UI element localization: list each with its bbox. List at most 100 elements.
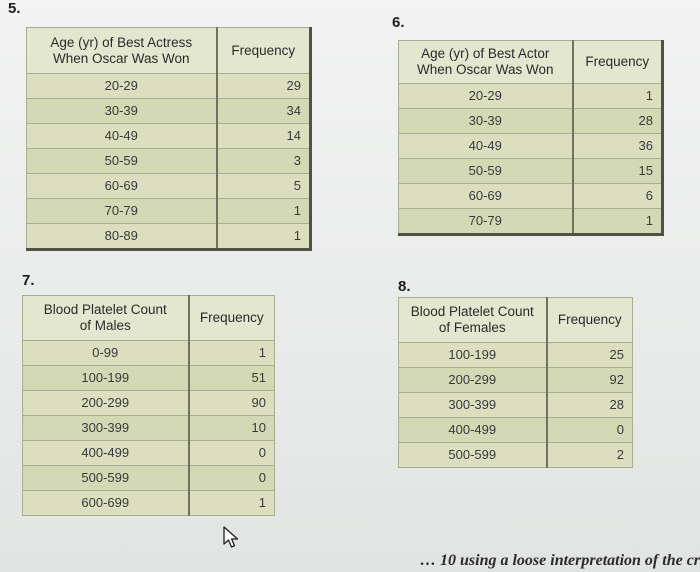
table-row: 60-69 6 [398,183,663,209]
class-range: 40-49 [26,123,218,149]
frequency-value: 36 [572,133,663,159]
header-line-2: When Oscar Was Won [52,50,190,66]
class-range: 30-39 [398,108,574,134]
table-row: 80-89 1 [26,223,311,250]
table-row: 200-299 90 [22,390,275,416]
table-row: 200-299 92 [398,367,633,393]
class-range: 100-199 [398,342,548,368]
header-class-label: Blood Platelet Count of Males [22,295,190,341]
frequency-value: 10 [188,415,275,441]
header-frequency-label: Frequency [188,295,275,341]
problem-8-number: 8. [398,278,411,295]
problem-8-table: Blood Platelet Count of Females Frequenc… [398,297,633,468]
class-range: 50-59 [26,148,218,174]
frequency-value: 1 [188,340,275,366]
header-frequency-label: Frequency [572,40,663,84]
class-range: 60-69 [398,183,574,209]
table-row: 30-39 34 [26,98,311,124]
frequency-value: 28 [572,108,663,134]
header-line-1: Age (yr) of Best Actress [50,34,193,50]
table-row: 70-79 1 [398,208,663,235]
table-row: 50-59 15 [398,158,663,184]
table-row: 500-599 0 [22,465,275,491]
frequency-value: 25 [546,342,633,368]
header-line-1: Age (yr) of Best Actor [421,46,550,61]
frequency-value: 14 [216,123,311,149]
problem-5-number: 5. [8,0,21,17]
problem-6-table: Age (yr) of Best Actor When Oscar Was Wo… [398,40,664,236]
table-row: 70-79 1 [26,198,311,224]
header-line-2: of Females [438,320,506,335]
table-header-row: Age (yr) of Best Actor When Oscar Was Wo… [398,40,663,84]
class-range: 50-59 [398,158,574,184]
table-row: 30-39 28 [398,108,663,134]
table-row: 40-49 36 [398,133,663,159]
frequency-value: 2 [546,442,633,468]
class-range: 400-499 [398,417,548,443]
frequency-value: 90 [188,390,275,416]
header-line-2: of Males [79,318,131,333]
class-range: 100-199 [22,365,190,391]
table-row: 0-99 1 [22,340,275,366]
problem-5-table: Age (yr) of Best Actress When Oscar Was … [26,27,312,251]
table-row: 300-399 28 [398,392,633,418]
class-range: 400-499 [22,440,190,466]
class-range: 70-79 [398,208,574,235]
table-row: 50-59 3 [26,148,311,174]
table-row: 400-499 0 [398,417,633,443]
frequency-value: 28 [546,392,633,418]
footer-text: … 10 using a loose interpretation of the… [420,552,700,569]
table-row: 40-49 14 [26,123,311,149]
frequency-value: 1 [572,208,663,235]
class-range: 200-299 [398,367,548,393]
class-range: 20-29 [398,83,574,109]
frequency-value: 1 [216,198,311,224]
class-range: 500-599 [22,465,190,491]
table-row: 500-599 2 [398,442,633,468]
class-range: 300-399 [22,415,190,441]
header-class-label: Age (yr) of Best Actress When Oscar Was … [26,27,218,74]
header-frequency-label: Frequency [546,297,633,343]
table-row: 100-199 51 [22,365,275,391]
frequency-value: 34 [216,98,311,124]
table-header-row: Blood Platelet Count of Males Frequency [22,295,275,341]
table-row: 400-499 0 [22,440,275,466]
frequency-value: 1 [572,83,663,109]
header-class-label: Blood Platelet Count of Females [398,297,548,343]
table-row: 300-399 10 [22,415,275,441]
table-row: 20-29 29 [26,73,311,99]
frequency-value: 51 [188,365,275,391]
table-row: 60-69 5 [26,173,311,199]
frequency-value: 0 [188,465,275,491]
header-class-label: Age (yr) of Best Actor When Oscar Was Wo… [398,40,574,84]
problem-7-table: Blood Platelet Count of Males Frequency … [22,295,275,516]
frequency-value: 92 [546,367,633,393]
frequency-value: 3 [216,148,311,174]
frequency-value: 5 [216,173,311,199]
class-range: 500-599 [398,442,548,468]
frequency-value: 0 [546,417,633,443]
class-range: 200-299 [22,390,190,416]
table-header-row: Blood Platelet Count of Females Frequenc… [398,297,633,343]
class-range: 60-69 [26,173,218,199]
class-range: 40-49 [398,133,574,159]
frequency-value: 1 [188,490,275,516]
class-range: 80-89 [26,223,218,250]
frequency-value: 0 [188,440,275,466]
frequency-value: 29 [216,73,311,99]
header-line-1: Blood Platelet Count [410,304,534,319]
table-row: 20-29 1 [398,83,663,109]
problem-7-number: 7. [22,272,35,289]
header-line-1: Blood Platelet Count [43,302,167,317]
frequency-value: 6 [572,183,663,209]
table-row: 100-199 25 [398,342,633,368]
class-range: 70-79 [26,198,218,224]
class-range: 600-699 [22,490,190,516]
class-range: 30-39 [26,98,218,124]
frequency-value: 15 [572,158,663,184]
class-range: 300-399 [398,392,548,418]
frequency-value: 1 [216,223,311,250]
class-range: 0-99 [22,340,190,366]
header-line-2: When Oscar Was Won [416,62,554,77]
